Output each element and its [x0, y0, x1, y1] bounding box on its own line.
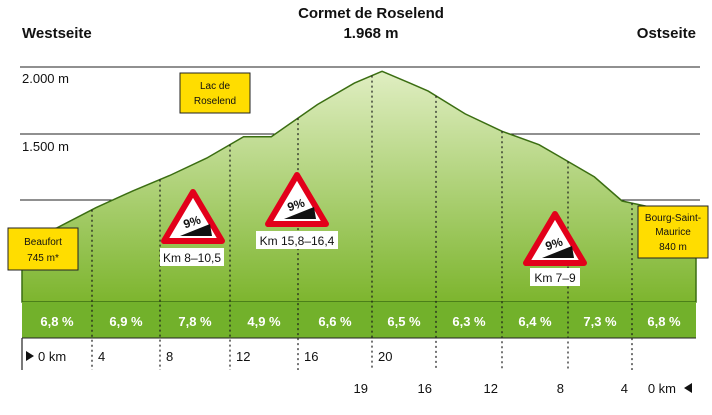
- elev-label-2000: 2.000 m: [22, 71, 69, 86]
- beaufort-label: Beaufort: [24, 237, 62, 248]
- gradient-label: 7,8 %: [178, 314, 212, 329]
- sign-3-percent: 9%: [544, 235, 565, 254]
- bourg-label-line1: Bourg-Saint-: [645, 213, 701, 224]
- km-east-tick: 16: [418, 381, 432, 396]
- slope-icon: [180, 224, 212, 236]
- km-west-start: 0 km: [38, 349, 66, 364]
- slope-icon: [542, 246, 574, 258]
- gradient-label: 6,4 %: [518, 314, 552, 329]
- lake-label-line1: Lac de: [200, 81, 230, 92]
- end-arrow-icon: [684, 383, 692, 393]
- gradient-label: 6,3 %: [452, 314, 486, 329]
- slope-icon: [284, 207, 316, 219]
- beaufort-box: Beaufort 745 m*: [7, 227, 79, 271]
- km-west-tick: 16: [304, 349, 318, 364]
- elev-label-1500: 1.500 m: [22, 139, 69, 154]
- gradient-label: 6,9 %: [109, 314, 143, 329]
- warning-sign-2: 9% Km 15,8–16,4: [256, 172, 338, 249]
- km-east-end: 0 km: [648, 381, 676, 396]
- km-west-tick: 8: [166, 349, 173, 364]
- gradient-label: 7,3 %: [583, 314, 617, 329]
- start-arrow-icon: [26, 351, 34, 361]
- km-east-tick: 4: [621, 381, 628, 396]
- sign-2-km: Km 15,8–16,4: [260, 234, 335, 248]
- gradient-label: 4,9 %: [247, 314, 281, 329]
- km-west-tick: 20: [378, 349, 392, 364]
- gradient-label: 6,8 %: [647, 314, 681, 329]
- gradient-band: [22, 302, 696, 338]
- km-west-tick: 12: [236, 349, 250, 364]
- sign-1-km: Km 8–10,5: [163, 251, 221, 265]
- bourg-box: Bourg-Saint- Maurice 840 m: [637, 205, 709, 259]
- profile-area: [21, 70, 697, 303]
- summit-name: Cormet de Roselend: [298, 5, 444, 22]
- gradient-label: 6,8 %: [40, 314, 74, 329]
- bourg-elevation: 840 m: [659, 242, 687, 253]
- warning-sign-3: 9% Km 7–9: [523, 211, 587, 286]
- sign-1-percent: 9%: [182, 213, 203, 232]
- lake-box: Lac de Roselend: [179, 72, 251, 114]
- bourg-label-line2: Maurice: [655, 227, 691, 238]
- km-east-tick: 8: [557, 381, 564, 396]
- km-east-tick: 19: [354, 381, 368, 396]
- lake-label-line2: Roselend: [194, 96, 236, 107]
- sign-2-percent: 9%: [286, 196, 307, 215]
- warning-sign-1: 9% Km 8–10,5: [160, 189, 225, 266]
- west-side-title: Westseite: [22, 25, 92, 42]
- gradient-label: 6,5 %: [387, 314, 421, 329]
- beaufort-elevation: 745 m*: [27, 253, 59, 264]
- km-east-tick: 12: [484, 381, 498, 396]
- gradient-label: 6,6 %: [318, 314, 352, 329]
- east-side-title: Ostseite: [637, 25, 696, 42]
- summit-elevation: 1.968 m: [343, 25, 398, 42]
- sign-3-km: Km 7–9: [534, 271, 576, 285]
- km-west-tick: 4: [98, 349, 105, 364]
